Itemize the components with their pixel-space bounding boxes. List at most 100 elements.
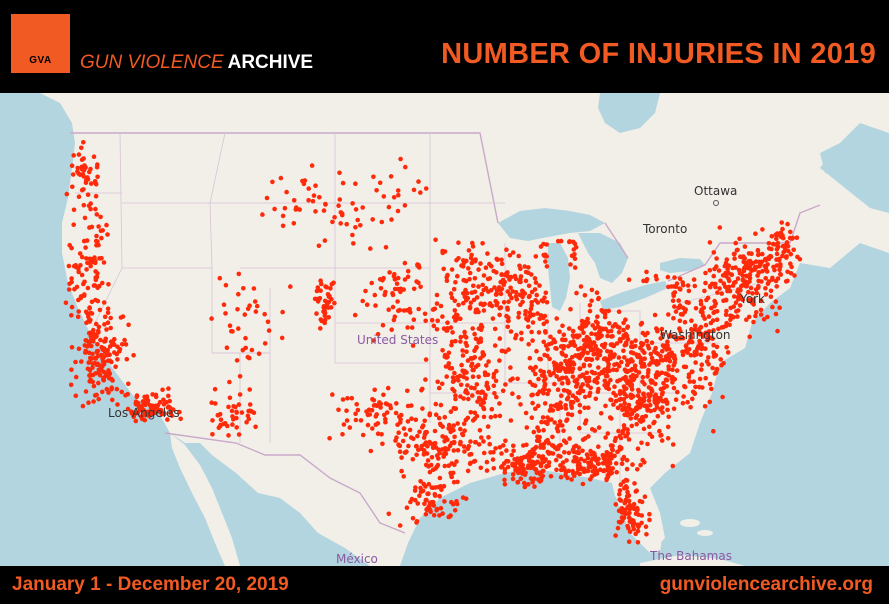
incident-dot[interactable]: [119, 389, 124, 395]
incident-dot[interactable]: [87, 306, 92, 311]
map-canvas[interactable]: Ottawa Toronto York Washington United St…: [0, 93, 889, 566]
incident-dot[interactable]: [168, 410, 173, 416]
incident-dot[interactable]: [457, 373, 463, 379]
incident-dot[interactable]: [251, 286, 257, 291]
incident-dot[interactable]: [375, 431, 381, 437]
incident-dot[interactable]: [515, 376, 520, 382]
incident-dot[interactable]: [521, 443, 526, 448]
incident-dot[interactable]: [437, 493, 442, 499]
incident-dot[interactable]: [591, 351, 596, 357]
incident-dot[interactable]: [443, 364, 449, 369]
incident-dot[interactable]: [557, 419, 563, 424]
incident-dot[interactable]: [454, 257, 459, 263]
incident-dot[interactable]: [630, 408, 636, 414]
incident-dot[interactable]: [538, 313, 544, 318]
incident-dot[interactable]: [553, 361, 559, 367]
incident-dot[interactable]: [617, 488, 623, 493]
incident-dot[interactable]: [533, 371, 538, 377]
incident-dot[interactable]: [478, 339, 484, 344]
incident-dot[interactable]: [580, 437, 586, 443]
incident-dot[interactable]: [505, 464, 511, 470]
incident-dot[interactable]: [87, 379, 92, 384]
incident-dot[interactable]: [529, 461, 535, 467]
incident-dot[interactable]: [633, 338, 638, 343]
incident-dot[interactable]: [622, 355, 627, 360]
incident-dot[interactable]: [73, 393, 79, 399]
incident-dot[interactable]: [217, 275, 223, 281]
incident-dot[interactable]: [595, 356, 600, 361]
incident-dot[interactable]: [605, 333, 610, 339]
incident-dot[interactable]: [630, 394, 636, 399]
incident-dot[interactable]: [614, 469, 619, 475]
incident-dot[interactable]: [409, 325, 415, 330]
incident-dot[interactable]: [401, 474, 407, 479]
incident-dot[interactable]: [718, 278, 723, 284]
incident-dot[interactable]: [398, 289, 403, 295]
incident-dot[interactable]: [518, 465, 523, 470]
incident-dot[interactable]: [368, 448, 374, 454]
incident-dot[interactable]: [399, 455, 404, 460]
incident-dot[interactable]: [474, 344, 479, 350]
incident-dot[interactable]: [582, 338, 588, 343]
incident-dot[interactable]: [589, 298, 594, 304]
incident-dot[interactable]: [693, 306, 699, 311]
incident-dot[interactable]: [458, 334, 464, 340]
incident-dot[interactable]: [568, 399, 574, 405]
incident-dot[interactable]: [665, 424, 671, 430]
incident-dot[interactable]: [680, 335, 686, 341]
incident-dot[interactable]: [526, 482, 531, 487]
incident-dot[interactable]: [433, 485, 439, 490]
incident-dot[interactable]: [699, 307, 704, 312]
incident-dot[interactable]: [467, 270, 473, 276]
incident-dot[interactable]: [379, 432, 384, 437]
incident-dot[interactable]: [714, 256, 719, 261]
incident-dot[interactable]: [619, 461, 625, 467]
incident-dot[interactable]: [514, 332, 519, 338]
incident-dot[interactable]: [693, 384, 698, 390]
incident-dot[interactable]: [683, 364, 689, 370]
incident-dot[interactable]: [611, 367, 616, 373]
incident-dot[interactable]: [76, 269, 81, 275]
incident-dot[interactable]: [528, 365, 533, 371]
incident-dot[interactable]: [395, 208, 401, 214]
incident-dot[interactable]: [551, 370, 556, 376]
incident-dot[interactable]: [466, 266, 471, 271]
incident-dot[interactable]: [166, 386, 171, 391]
incident-dot[interactable]: [746, 251, 752, 256]
incident-dot[interactable]: [578, 387, 583, 393]
incident-dot[interactable]: [761, 317, 767, 322]
incident-dot[interactable]: [768, 294, 774, 299]
incident-dot[interactable]: [478, 261, 483, 266]
incident-dot[interactable]: [697, 338, 702, 344]
incident-dot[interactable]: [538, 463, 544, 469]
incident-dot[interactable]: [455, 448, 461, 453]
incident-dot[interactable]: [707, 381, 713, 387]
incident-dot[interactable]: [536, 477, 541, 482]
incident-dot[interactable]: [337, 197, 343, 202]
incident-dot[interactable]: [581, 330, 586, 336]
incident-dot[interactable]: [596, 365, 601, 370]
incident-dot[interactable]: [391, 195, 397, 200]
incident-dot[interactable]: [770, 241, 776, 247]
incident-dot[interactable]: [218, 417, 224, 423]
incident-dot[interactable]: [244, 420, 249, 425]
incident-dot[interactable]: [325, 292, 331, 297]
incident-dot[interactable]: [641, 391, 646, 397]
incident-dot[interactable]: [660, 343, 666, 348]
incident-dot[interactable]: [240, 347, 246, 353]
incident-dot[interactable]: [689, 318, 694, 323]
incident-dot[interactable]: [321, 309, 326, 314]
incident-dot[interactable]: [87, 368, 93, 373]
incident-dot[interactable]: [377, 400, 382, 405]
incident-dot[interactable]: [622, 485, 627, 491]
incident-dot[interactable]: [91, 399, 96, 404]
incident-dot[interactable]: [510, 289, 515, 294]
incident-dot[interactable]: [518, 476, 524, 482]
incident-dot[interactable]: [780, 243, 786, 249]
incident-dot[interactable]: [107, 358, 113, 364]
incident-dot[interactable]: [383, 416, 388, 422]
incident-dot[interactable]: [499, 348, 505, 354]
incident-dot[interactable]: [280, 309, 285, 315]
incident-dot[interactable]: [81, 140, 86, 145]
incident-dot[interactable]: [234, 358, 240, 363]
